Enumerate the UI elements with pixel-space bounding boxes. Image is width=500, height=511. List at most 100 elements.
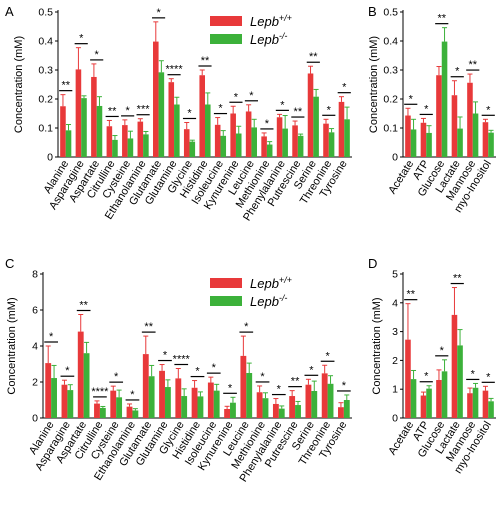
bar-lepb-ko	[262, 398, 269, 418]
significance-mark: ****	[165, 64, 183, 76]
bar-lepb-wt	[436, 379, 442, 418]
panel-label: C	[5, 256, 14, 271]
bar-lepb-wt	[126, 406, 133, 418]
bar-lepb-wt	[272, 403, 279, 418]
bar-lepb-ko	[246, 373, 253, 418]
bar-lepb-ko	[99, 407, 106, 418]
y-tick-label: 8	[32, 269, 38, 281]
y-axis-label: Concentration (mM)	[6, 297, 18, 394]
significance-mark: **	[453, 273, 462, 285]
bar-lepb-ko	[278, 408, 285, 418]
panel-label: A	[5, 4, 14, 19]
legend-swatch	[210, 16, 242, 26]
y-tick-label: 4	[32, 341, 38, 353]
bar-lepb-wt	[451, 95, 458, 157]
bar-lepb-ko	[81, 98, 87, 157]
significance-mark: *	[79, 33, 84, 45]
significance-mark: *	[471, 368, 476, 380]
bar-lepb-ko	[488, 132, 494, 157]
bar-lepb-wt	[467, 82, 473, 157]
legend-label: Lepb+/+	[250, 13, 292, 29]
bar-lepb-wt	[420, 395, 427, 418]
y-tick-label: 0.5	[38, 7, 53, 19]
bar-lepb-wt	[224, 409, 231, 418]
bar-lepb-ko	[344, 119, 350, 157]
y-tick-label: 4	[392, 297, 398, 309]
significance-mark: *	[409, 93, 414, 105]
y-tick-label: 0.4	[383, 36, 398, 48]
bar-lepb-wt	[159, 370, 165, 418]
bar-lepb-ko	[426, 388, 432, 418]
bar-lepb-ko	[158, 72, 165, 157]
bar-lepb-wt	[305, 384, 312, 418]
bar-lepb-ko	[472, 113, 479, 157]
bar-lepb-ko	[143, 134, 149, 157]
bar-lepb-ko	[457, 345, 463, 418]
bar-lepb-wt	[436, 75, 442, 157]
bar-lepb-wt	[207, 382, 214, 418]
y-axis-label: Concentration (mM)	[13, 36, 25, 133]
bar-lepb-ko	[181, 396, 188, 418]
significance-mark: *	[114, 371, 119, 383]
significance-mark: ***	[137, 104, 151, 116]
significance-mark: *	[440, 345, 445, 357]
bar-lepb-wt	[199, 75, 205, 157]
y-tick-label: 0	[32, 413, 38, 425]
bar-lepb-ko	[410, 379, 417, 418]
bar-lepb-ko	[295, 405, 301, 418]
y-tick-label: 0.1	[383, 123, 398, 135]
bar-lepb-ko	[205, 104, 211, 157]
significance-mark: *	[49, 331, 54, 343]
significance-mark: **	[144, 321, 153, 333]
bar-lepb-wt	[482, 122, 489, 157]
significance-mark: *	[455, 66, 460, 78]
legend-swatch	[210, 278, 242, 288]
significance-mark: **	[108, 105, 117, 117]
significance-mark: **	[309, 51, 318, 63]
bar-lepb-wt	[61, 384, 68, 418]
bar-lepb-ko	[457, 128, 463, 157]
bar-lepb-ko	[67, 390, 74, 418]
bar-lepb-wt	[175, 378, 182, 418]
bar-lepb-ko	[164, 387, 171, 418]
significance-mark: *	[130, 389, 135, 401]
bar-lepb-wt	[142, 354, 149, 418]
bar-lepb-ko	[83, 353, 90, 418]
bar-lepb-wt	[482, 390, 489, 418]
bar-lepb-wt	[451, 314, 458, 418]
bar-lepb-wt	[75, 69, 82, 157]
significance-mark: ****	[91, 386, 109, 398]
legend-swatch	[210, 34, 242, 44]
legend-label: Lepb-/-	[250, 293, 287, 309]
significance-mark: *	[234, 91, 239, 103]
y-tick-label: 1	[392, 384, 398, 396]
significance-mark: *	[95, 49, 100, 61]
significance-mark: *	[325, 350, 330, 362]
panel-label: D	[368, 256, 377, 271]
significance-mark: **	[79, 300, 88, 312]
bar-lepb-ko	[313, 96, 319, 157]
significance-mark: ****	[173, 354, 191, 366]
bar-lepb-wt	[94, 403, 100, 418]
bar-lepb-ko	[127, 138, 134, 157]
y-tick-label: 2	[392, 355, 398, 367]
bar-lepb-ko	[266, 144, 273, 157]
bar-lepb-wt	[405, 115, 411, 157]
significance-mark: *	[260, 371, 265, 383]
y-tick-label: 6	[32, 305, 38, 317]
bar-lepb-wt	[230, 113, 236, 157]
legend-label: Lepb+/+	[250, 275, 292, 291]
bar-lepb-ko	[230, 402, 236, 418]
significance-mark: *	[156, 7, 161, 19]
y-tick-label: 0.2	[383, 94, 398, 106]
significance-mark: *	[187, 107, 192, 119]
significance-mark: *	[486, 371, 491, 383]
significance-mark: *	[265, 118, 270, 130]
bar-lepb-wt	[323, 123, 329, 157]
bar-lepb-ko	[282, 128, 288, 157]
y-axis-label: Concentration (mM)	[371, 297, 383, 394]
bar-lepb-wt	[420, 122, 427, 157]
